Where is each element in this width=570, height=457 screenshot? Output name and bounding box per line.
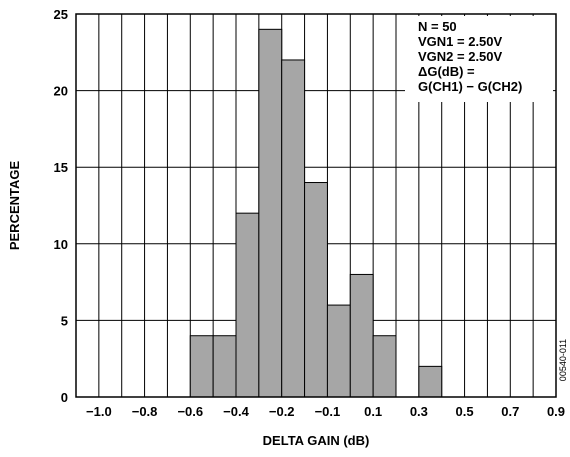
histogram-bar — [418, 365, 443, 398]
annotation-line: ΔG(dB) = — [418, 64, 475, 79]
y-axis-label: PERCENTAGE — [7, 161, 22, 251]
y-tick-labels: 0 5 10 15 20 25 — [54, 7, 68, 405]
x-tick-label: −0.2 — [269, 404, 295, 419]
annotation-line: VGN2 = 2.50V — [418, 49, 503, 64]
y-tick-label: 5 — [61, 313, 68, 328]
y-tick-label: 20 — [54, 84, 68, 99]
x-tick-label: 0.1 — [364, 404, 382, 419]
histogram-bar — [258, 28, 283, 398]
histogram-bar — [304, 182, 328, 398]
x-tick-label: 0.9 — [547, 404, 565, 419]
x-tick-label: 0.7 — [501, 404, 519, 419]
y-tick-label: 15 — [54, 160, 68, 175]
histogram-bar — [189, 335, 214, 398]
figure-id: 00540-011 — [558, 339, 568, 381]
x-axis-label: DELTA GAIN (dB) — [263, 433, 370, 448]
histogram-bar — [281, 59, 306, 398]
plot-frame — [75, 13, 557, 398]
grid-lines — [76, 14, 556, 397]
annotation-line: G(CH1) − G(CH2) — [418, 79, 522, 94]
histogram-bars — [189, 28, 443, 398]
histogram-bar — [372, 335, 397, 398]
histogram-bar — [326, 304, 351, 398]
x-tick-label: 0.3 — [410, 404, 428, 419]
histogram-bar — [349, 273, 374, 398]
histogram-bar — [235, 212, 260, 398]
annotation-line: N = 50 — [418, 19, 457, 34]
x-tick-label: −0.8 — [132, 404, 158, 419]
y-tick-label: 0 — [61, 390, 68, 405]
histogram-bar — [212, 335, 237, 398]
x-tick-label: −0.1 — [315, 404, 341, 419]
y-tick-label: 25 — [54, 7, 68, 22]
x-tick-label: 0.5 — [456, 404, 474, 419]
x-tick-label: −0.6 — [177, 404, 203, 419]
x-tick-label: −1.0 — [86, 404, 112, 419]
x-tick-labels: −1.0 −0.8 −0.6 −0.4 −0.2 −0.1 0.1 0.3 0.5 0.7 0.9 — [86, 404, 565, 419]
annotation-line: VGN1 = 2.50V — [418, 34, 503, 49]
annotation-box — [405, 16, 553, 102]
x-tick-label: −0.4 — [223, 404, 249, 419]
y-tick-label: 10 — [54, 237, 68, 252]
